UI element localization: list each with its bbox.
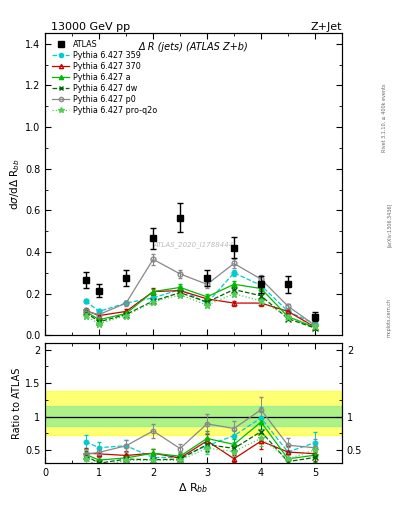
Text: Δ R (jets) (ATLAS Z+b): Δ R (jets) (ATLAS Z+b)	[139, 42, 248, 52]
Legend: ATLAS, Pythia 6.427 359, Pythia 6.427 370, Pythia 6.427 a, Pythia 6.427 dw, Pyth: ATLAS, Pythia 6.427 359, Pythia 6.427 37…	[49, 37, 159, 117]
Text: 13000 GeV pp: 13000 GeV pp	[51, 22, 130, 32]
Text: ATLAS_2020_I1788444: ATLAS_2020_I1788444	[153, 241, 234, 248]
Text: mcplots.cern.ch: mcplots.cern.ch	[387, 298, 391, 337]
Bar	[45, 391, 342, 435]
Text: [arXiv:1306.3436]: [arXiv:1306.3436]	[387, 203, 391, 247]
Y-axis label: Ratio to ATLAS: Ratio to ATLAS	[12, 368, 22, 439]
Y-axis label: d$\sigma$/d$\Delta$ R$_{bb}$: d$\sigma$/d$\Delta$ R$_{bb}$	[8, 158, 22, 210]
Text: Z+Jet: Z+Jet	[310, 22, 342, 32]
X-axis label: $\Delta$ R$_{bb}$: $\Delta$ R$_{bb}$	[178, 481, 209, 495]
Text: Rivet 3.1.10, ≥ 400k events: Rivet 3.1.10, ≥ 400k events	[382, 83, 387, 152]
Bar	[45, 406, 342, 426]
